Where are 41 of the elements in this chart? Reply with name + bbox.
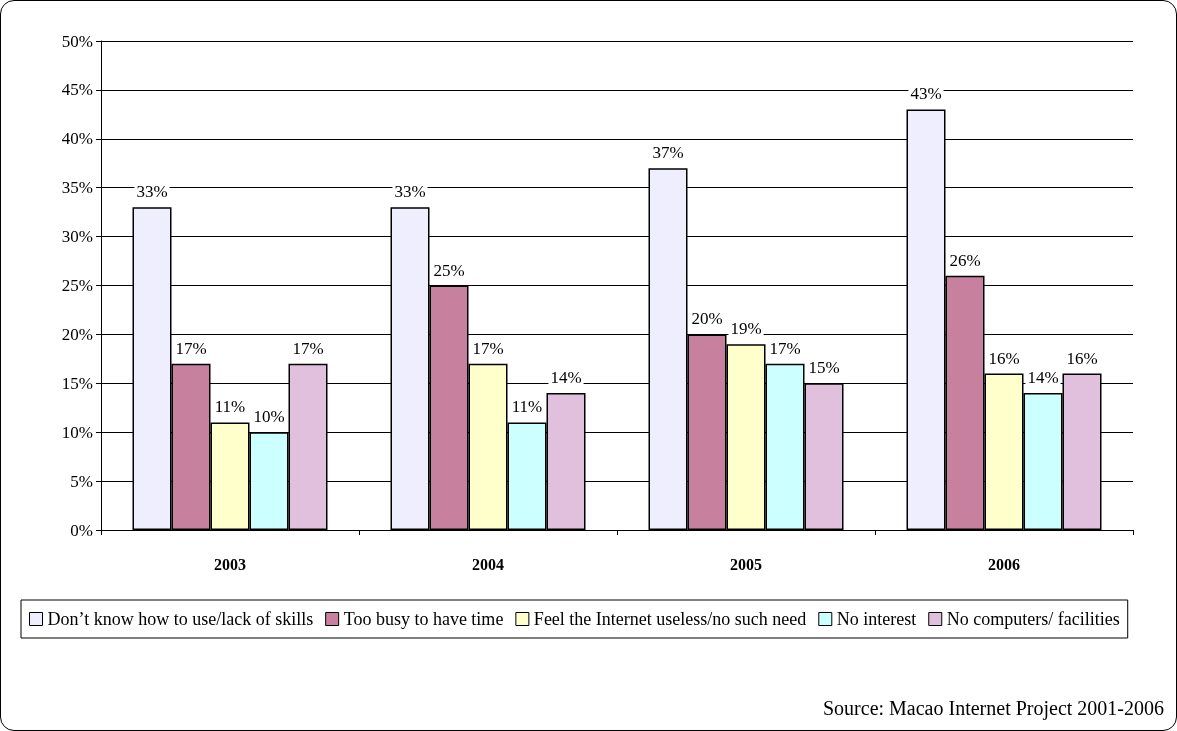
x-tick-label: 2005 xyxy=(730,555,762,573)
data-label: 17% xyxy=(769,338,801,358)
x-tick-label: 2003 xyxy=(214,555,246,573)
y-tick-label: 30% xyxy=(61,227,93,247)
x-tick-label: 2004 xyxy=(472,555,504,573)
data-label: 26% xyxy=(949,250,981,270)
y-tick-label: 35% xyxy=(61,178,93,198)
data-label: 19% xyxy=(730,319,762,339)
data-label: 10% xyxy=(253,407,285,427)
data-label: 43% xyxy=(910,84,942,104)
data-label: 17% xyxy=(472,338,504,358)
y-tick-label: 10% xyxy=(61,422,93,442)
y-tick-label: 15% xyxy=(61,373,93,393)
legend-label: No interest xyxy=(836,609,917,629)
y-tick-label: 20% xyxy=(61,324,93,344)
legend-label: Don’t know how to use/lack of skills xyxy=(47,609,314,629)
data-label: 33% xyxy=(136,182,168,202)
data-label: 11% xyxy=(214,397,246,417)
y-tick-label: 5% xyxy=(70,471,93,491)
data-label: 15% xyxy=(808,358,840,378)
y-tick-label: 40% xyxy=(61,129,93,149)
legend-label: Too busy to have time xyxy=(343,609,504,629)
data-label: 16% xyxy=(1066,348,1098,368)
x-tick-label: 2006 xyxy=(988,555,1020,573)
source-note: Source: Macao Internet Project 2001-2006 xyxy=(822,697,1165,720)
data-label: 14% xyxy=(550,368,582,388)
data-label: 37% xyxy=(652,143,684,163)
legend-label: No computers/ facilities xyxy=(946,609,1120,629)
y-tick-label: 45% xyxy=(61,80,93,100)
data-label: 17% xyxy=(292,338,324,358)
y-tick-label: 0% xyxy=(70,520,93,540)
data-label: 14% xyxy=(1027,368,1059,388)
data-label: 20% xyxy=(691,309,723,329)
data-label: 25% xyxy=(433,260,465,280)
data-label: 16% xyxy=(988,348,1020,368)
data-label: 11% xyxy=(511,397,543,417)
data-label: 33% xyxy=(394,182,426,202)
y-tick-label: 50% xyxy=(61,31,93,51)
y-tick-label: 25% xyxy=(61,276,93,295)
legend-label: Feel the Internet useless/no such need xyxy=(533,609,807,629)
data-label: 17% xyxy=(175,338,207,358)
